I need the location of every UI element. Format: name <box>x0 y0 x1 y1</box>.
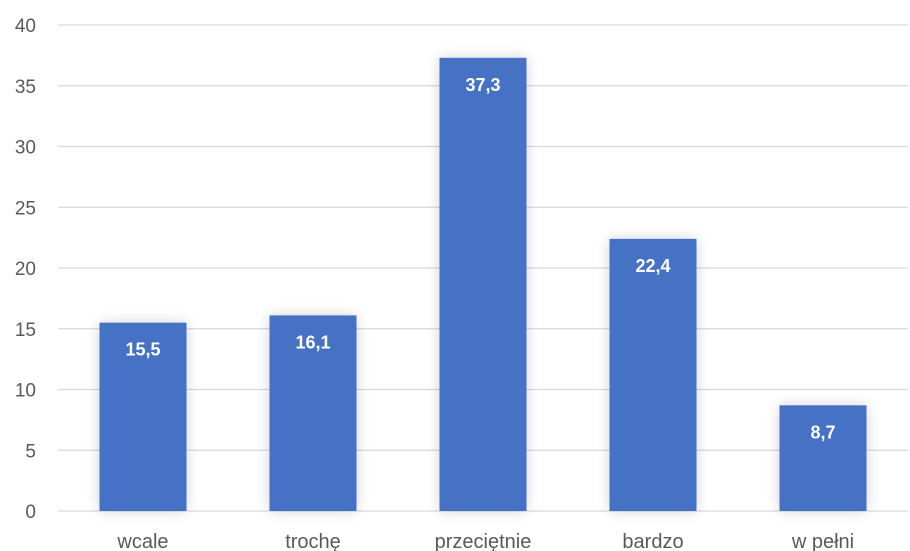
y-tick-label: 30 <box>15 138 36 159</box>
y-tick-label: 35 <box>15 77 36 98</box>
data-label: 16,1 <box>295 332 330 352</box>
data-label: 15,5 <box>125 340 160 360</box>
y-tick-label: 5 <box>25 441 36 462</box>
y-tick-label: 25 <box>15 198 36 219</box>
x-category-label: wcale <box>116 531 168 551</box>
y-tick-label: 10 <box>15 381 36 402</box>
x-axis-category-labels: wcale trochę przeciętnie bardzo w pełni <box>116 531 854 551</box>
bar-1 <box>99 322 187 511</box>
y-tick-label: 20 <box>15 259 36 280</box>
data-label: 37,3 <box>465 75 500 95</box>
bar-4 <box>609 238 697 511</box>
bar-5 <box>779 405 867 511</box>
y-tick-label: 40 <box>15 16 36 37</box>
bars <box>99 57 867 512</box>
bar-2 <box>269 315 357 511</box>
data-label: 22,4 <box>635 256 670 276</box>
x-category-label: trochę <box>285 531 341 551</box>
x-category-label: w pełni <box>791 531 854 551</box>
y-tick-label: 0 <box>25 502 36 523</box>
x-category-label: bardzo <box>622 531 683 551</box>
bar-3 <box>439 57 527 512</box>
x-category-label: przeciętnie <box>435 531 532 551</box>
y-axis-tick-labels: 0 5 10 15 20 25 30 35 40 <box>15 16 36 523</box>
y-tick-label: 15 <box>15 320 36 341</box>
data-labels: 15,5 16,1 37,3 22,4 8,7 <box>125 75 835 442</box>
data-label: 8,7 <box>810 422 835 442</box>
